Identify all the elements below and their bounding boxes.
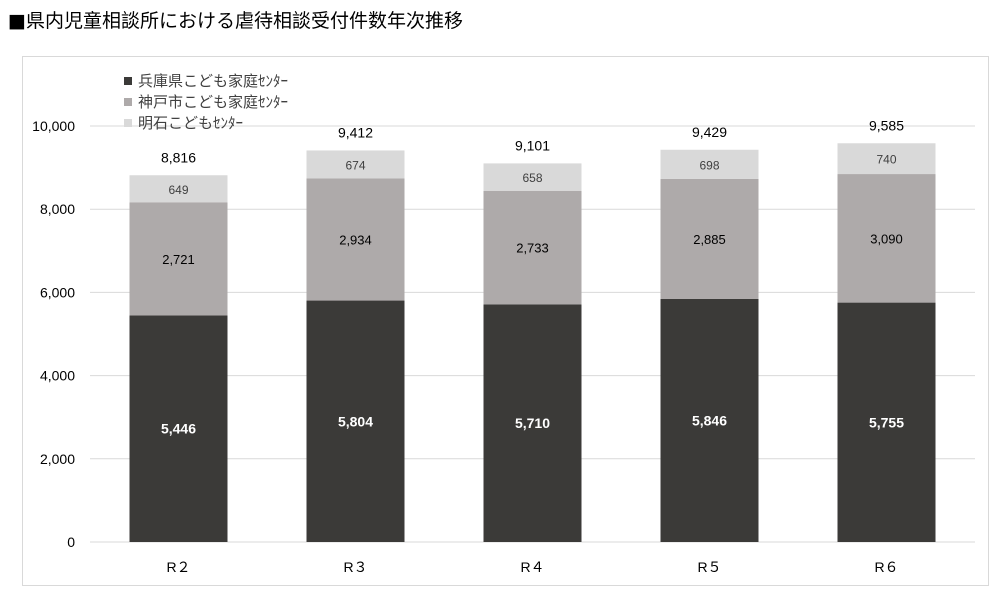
bar-segment xyxy=(129,315,228,542)
total-label: 9,429 xyxy=(692,124,727,140)
data-label: 5,755 xyxy=(869,414,904,430)
data-label: 2,885 xyxy=(693,232,726,247)
bar-segment xyxy=(660,149,759,179)
x-tick-label: R３ xyxy=(343,559,367,575)
legend-label-hyogo: 兵庫県こども家庭ｾﾝﾀｰ xyxy=(138,72,289,90)
page-title: ■県内児童相談所における虐待相談受付件数年次推移 xyxy=(8,10,463,32)
bar-segment xyxy=(483,304,582,542)
bar-segment xyxy=(306,150,405,179)
legend: 兵庫県こども家庭ｾﾝﾀｰ 神戸市こども家庭ｾﾝﾀｰ 明石こどもｾﾝﾀｰ xyxy=(124,70,288,133)
legend-item-hyogo: 兵庫県こども家庭ｾﾝﾀｰ xyxy=(124,70,288,91)
data-label: 649 xyxy=(168,183,188,197)
y-tick-label: 2,000 xyxy=(40,451,75,467)
data-label: 5,710 xyxy=(515,415,550,431)
bar-segment xyxy=(660,178,759,299)
legend-label-akashi: 明石こどもｾﾝﾀｰ xyxy=(138,114,244,132)
bar-segment xyxy=(483,163,582,191)
x-tick-label: R５ xyxy=(697,559,721,575)
data-label: 5,804 xyxy=(338,413,373,429)
y-tick-label: 0 xyxy=(67,534,75,550)
data-label: 2,721 xyxy=(162,252,195,267)
data-label: 3,090 xyxy=(870,231,903,246)
bar-segment xyxy=(837,143,936,175)
x-tick-label: R６ xyxy=(874,559,898,575)
x-tick-label: R２ xyxy=(166,559,190,575)
bar-segment xyxy=(129,175,228,203)
total-label: 9,101 xyxy=(515,137,550,153)
data-label: 2,934 xyxy=(339,233,372,248)
y-tick-label: 8,000 xyxy=(40,201,75,217)
legend-swatch-kobe xyxy=(124,97,132,106)
legend-swatch-akashi xyxy=(124,118,132,127)
y-tick-label: 4,000 xyxy=(40,368,75,384)
data-label: 674 xyxy=(345,158,365,172)
data-label: 5,446 xyxy=(161,421,196,437)
y-tick-label: 10,000 xyxy=(32,118,75,134)
data-label: 740 xyxy=(876,153,896,167)
data-label: 5,846 xyxy=(692,412,727,428)
data-label: 698 xyxy=(699,158,719,172)
bar-segment xyxy=(660,298,759,542)
bar-segment xyxy=(483,190,582,305)
x-tick-label: R４ xyxy=(520,559,544,575)
bar-segment xyxy=(837,174,936,303)
data-label: 658 xyxy=(522,171,542,185)
data-label: 2,733 xyxy=(516,241,549,256)
bar-segment xyxy=(837,302,936,542)
y-tick-label: 6,000 xyxy=(40,284,75,300)
legend-swatch-hyogo xyxy=(124,76,132,85)
legend-item-akashi: 明石こどもｾﾝﾀｰ xyxy=(124,112,288,133)
bar-segment xyxy=(129,202,228,316)
bar-segment xyxy=(306,300,405,542)
legend-item-kobe: 神戸市こども家庭ｾﾝﾀｰ xyxy=(124,91,288,112)
total-label: 9,412 xyxy=(338,124,373,140)
legend-label-kobe: 神戸市こども家庭ｾﾝﾀｰ xyxy=(138,93,289,111)
bar-segment xyxy=(306,178,405,301)
total-label: 9,585 xyxy=(869,117,904,133)
total-label: 8,816 xyxy=(161,149,196,165)
